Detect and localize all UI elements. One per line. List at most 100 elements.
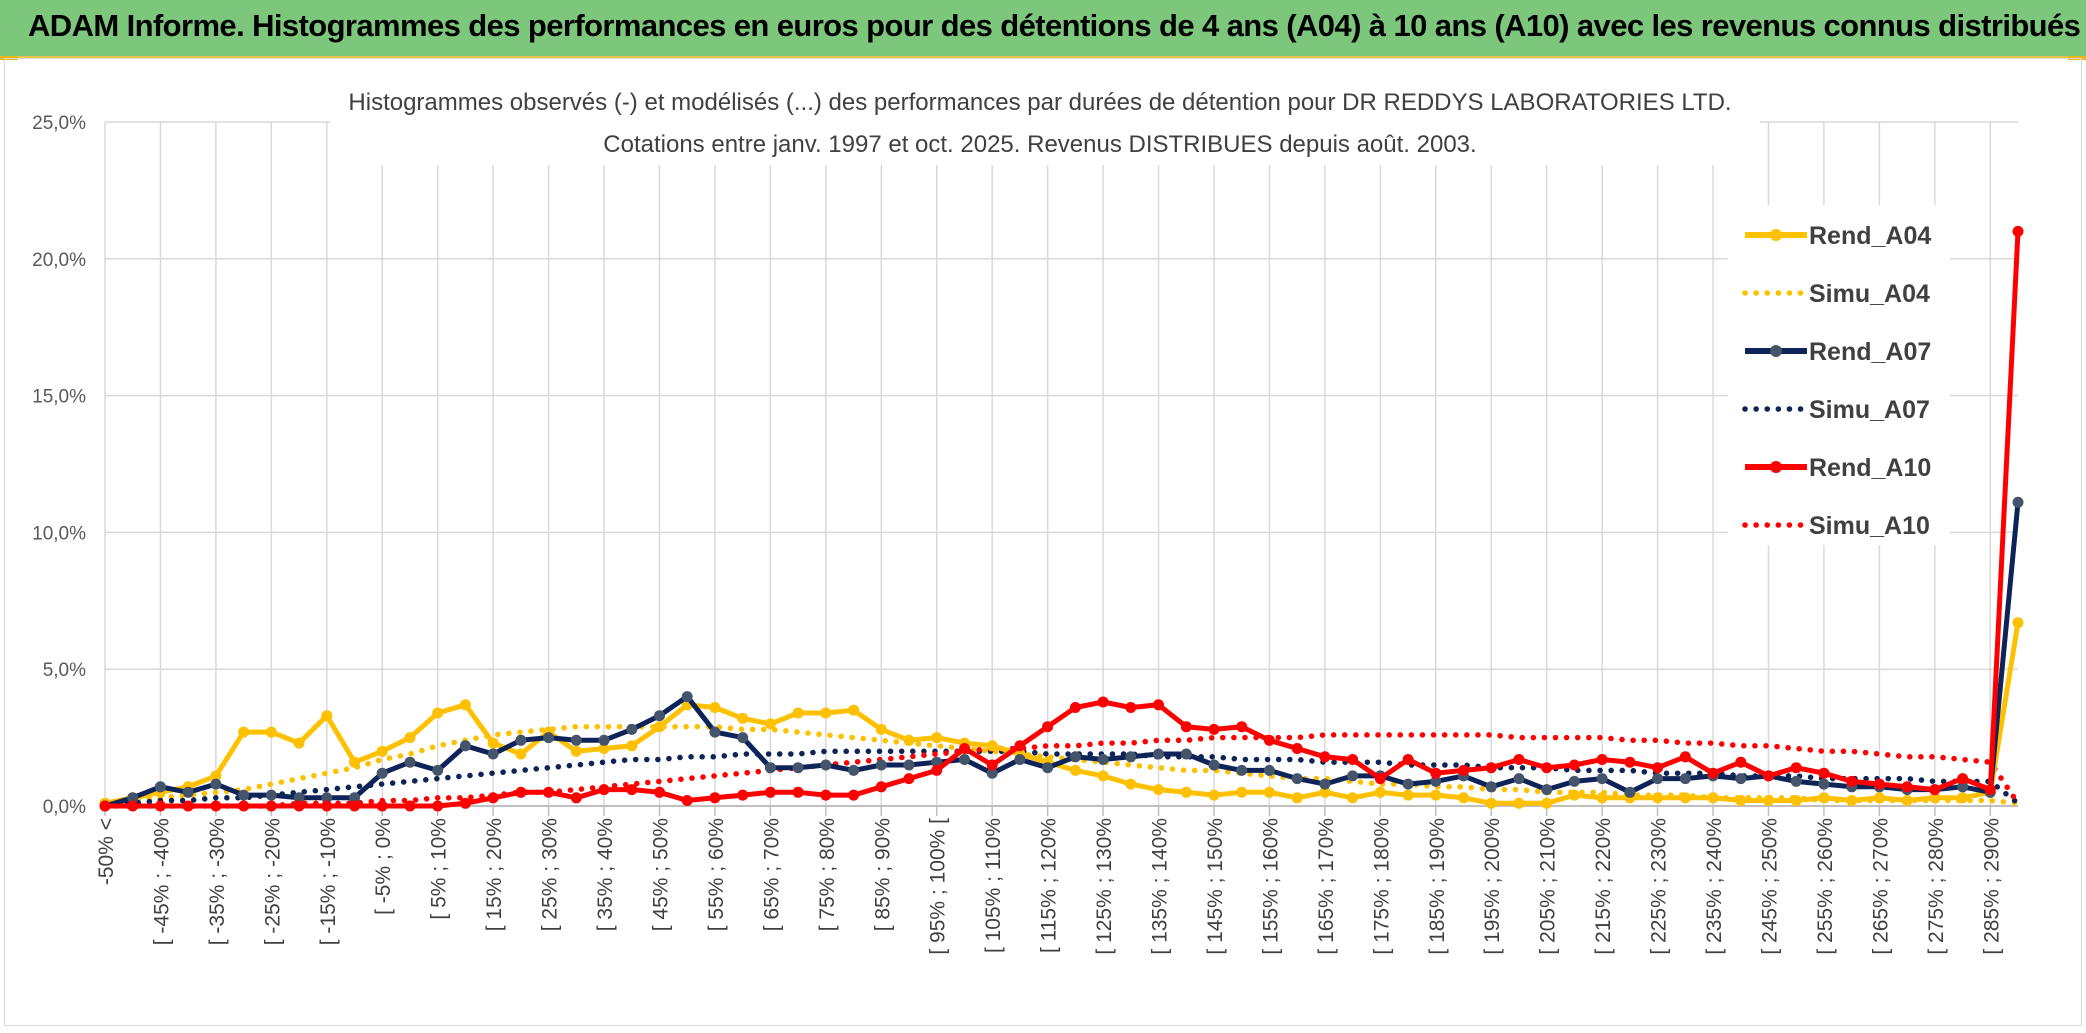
data-point	[1652, 762, 1664, 774]
data-point	[1541, 762, 1553, 774]
data-point	[709, 726, 721, 738]
data-point	[709, 792, 721, 804]
data-point	[1596, 754, 1608, 765]
x-tick-label: [ 225% ; 230%	[1648, 818, 1671, 955]
data-point	[1069, 702, 1081, 713]
data-point	[182, 800, 194, 812]
data-point	[1541, 784, 1553, 796]
data-point	[626, 740, 638, 752]
data-point	[598, 784, 610, 796]
data-point	[626, 784, 638, 796]
data-point	[210, 800, 222, 812]
data-point	[1596, 773, 1608, 785]
series-line-simu-a10	[102, 732, 2021, 809]
data-point	[1097, 754, 1109, 765]
data-point	[1208, 759, 1220, 771]
legend-marker	[1770, 461, 1782, 473]
data-point	[1485, 781, 1497, 793]
data-point	[1818, 778, 1830, 790]
data-point	[1652, 773, 1664, 785]
data-point	[321, 710, 333, 722]
data-point	[792, 707, 804, 719]
y-tick-label: 20,0%	[32, 250, 86, 271]
x-tick-label: [ 275% ; 280%	[1925, 818, 1948, 955]
x-tick-label: [ -5% ; 0%	[372, 818, 395, 915]
data-point	[570, 734, 582, 746]
y-tick-label: 0,0%	[43, 797, 86, 818]
data-point	[1097, 696, 1109, 708]
data-point	[1208, 789, 1220, 801]
data-point	[1153, 699, 1164, 711]
data-point	[1901, 781, 1913, 793]
data-point	[1208, 723, 1220, 735]
data-point	[154, 800, 166, 812]
data-point	[1319, 778, 1331, 790]
data-point	[404, 732, 416, 744]
title-backdrop	[330, 80, 1760, 165]
data-point	[1790, 795, 1802, 806]
x-tick-label: [ 245% ; 250%	[1758, 818, 1781, 955]
data-point	[1180, 786, 1192, 798]
legend-marker	[1770, 345, 1782, 357]
data-point	[764, 762, 776, 774]
data-point	[543, 732, 555, 744]
series-lines	[99, 225, 2024, 812]
data-point	[1125, 702, 1137, 713]
x-tick-label: [ -25% ; -20%	[261, 818, 284, 945]
data-point	[1097, 770, 1109, 782]
title-banner: ADAM Informe. Histogrammes des performan…	[0, 0, 2086, 58]
legend-label: Simu_A04	[1809, 280, 1930, 308]
data-point	[293, 737, 305, 749]
data-point	[875, 759, 887, 771]
data-point	[875, 781, 887, 793]
series-line-rend-a07	[104, 502, 2021, 809]
data-point	[848, 704, 860, 716]
data-point	[737, 789, 749, 801]
data-point	[848, 764, 860, 776]
data-point	[1818, 767, 1830, 779]
report-title: ADAM Informe. Histogrammes des performan…	[28, 8, 2081, 43]
y-tick-label: 5,0%	[43, 660, 86, 681]
data-point	[1347, 754, 1359, 765]
x-tick-label: [ 215% ; 220%	[1592, 818, 1615, 955]
data-point	[1069, 764, 1081, 776]
x-tick-label: [ 265% ; 270%	[1869, 818, 1892, 955]
data-point	[1236, 786, 1248, 798]
data-point	[293, 800, 305, 812]
data-point	[1513, 773, 1525, 785]
data-point	[764, 718, 776, 730]
data-point	[487, 748, 499, 760]
data-point	[986, 767, 998, 779]
data-point	[349, 756, 360, 768]
data-point	[931, 732, 943, 744]
data-point	[1568, 775, 1580, 787]
data-point	[1485, 762, 1497, 774]
data-point	[737, 712, 749, 724]
data-point	[1513, 754, 1525, 765]
x-tick-label: [ 205% ; 210%	[1537, 818, 1560, 955]
data-point	[1873, 778, 1885, 790]
data-point	[432, 707, 444, 719]
data-point	[1125, 778, 1137, 790]
data-point	[986, 759, 998, 771]
x-tick-label: [ 155% ; 160%	[1259, 818, 1282, 955]
data-point	[681, 691, 693, 703]
series-line-simu-a04	[102, 723, 2021, 807]
data-point	[1679, 792, 1691, 804]
legend-label: Rend_A07	[1809, 338, 1931, 366]
data-point	[931, 764, 943, 776]
data-point	[1180, 748, 1192, 760]
x-tick-label: [ -45% ; -40%	[150, 818, 173, 945]
legend-box	[1728, 205, 1950, 545]
data-point	[1846, 775, 1858, 787]
legend-label: Rend_A10	[1809, 454, 1931, 482]
x-tick-label: [ 185% ; 190%	[1426, 818, 1449, 955]
data-point	[1263, 764, 1275, 776]
data-point	[570, 792, 582, 804]
data-point	[1014, 754, 1026, 765]
data-point	[459, 699, 471, 711]
x-tick-label: [ 195% ; 200%	[1481, 818, 1504, 955]
data-point	[293, 792, 305, 804]
series-line-rend-a10	[105, 231, 2021, 809]
data-point	[1679, 773, 1691, 785]
